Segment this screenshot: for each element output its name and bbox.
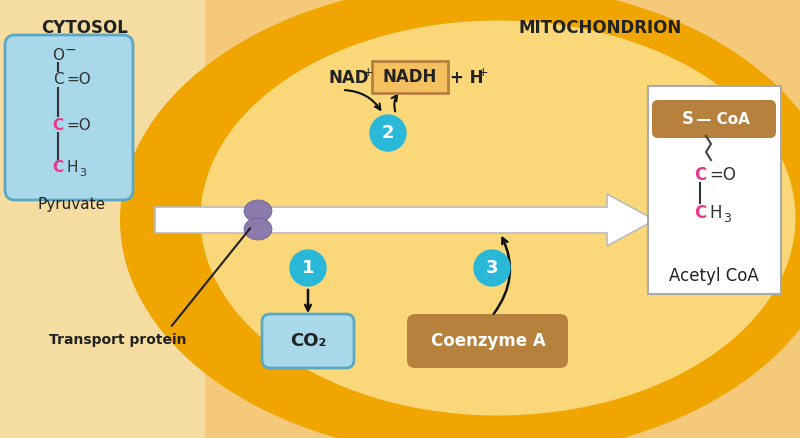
Text: Acetyl CoA: Acetyl CoA	[669, 267, 759, 285]
FancyBboxPatch shape	[407, 314, 568, 368]
Text: +: +	[478, 66, 489, 78]
Text: =O: =O	[709, 166, 736, 184]
Text: H: H	[709, 204, 722, 222]
Text: C: C	[694, 166, 706, 184]
FancyBboxPatch shape	[0, 0, 205, 438]
Circle shape	[370, 115, 406, 151]
Text: O: O	[52, 49, 64, 64]
FancyArrow shape	[155, 194, 655, 246]
Text: H: H	[66, 160, 78, 176]
Text: Pyruvate: Pyruvate	[38, 198, 106, 212]
Text: CYTOSOL: CYTOSOL	[42, 19, 129, 37]
Text: 3: 3	[723, 212, 731, 225]
Text: 3: 3	[79, 168, 86, 178]
Ellipse shape	[244, 200, 272, 222]
Text: Transport protein: Transport protein	[50, 333, 186, 347]
Text: + H: + H	[450, 69, 483, 87]
Text: +: +	[363, 66, 374, 78]
Ellipse shape	[201, 21, 795, 416]
Text: C: C	[53, 73, 63, 88]
FancyBboxPatch shape	[5, 35, 133, 200]
Text: =O: =O	[66, 73, 90, 88]
Text: CO₂: CO₂	[290, 332, 326, 350]
FancyBboxPatch shape	[262, 314, 354, 368]
Ellipse shape	[244, 218, 272, 240]
Text: 1: 1	[302, 259, 314, 277]
Text: S: S	[682, 110, 694, 128]
Text: −: −	[64, 43, 76, 57]
Text: C: C	[53, 160, 63, 176]
Circle shape	[474, 250, 510, 286]
Text: C: C	[694, 204, 706, 222]
FancyBboxPatch shape	[652, 100, 776, 138]
FancyBboxPatch shape	[648, 86, 781, 294]
Circle shape	[290, 250, 326, 286]
Text: NADH: NADH	[383, 68, 437, 86]
Text: MITOCHONDRION: MITOCHONDRION	[518, 19, 682, 37]
Ellipse shape	[120, 0, 800, 438]
Text: Coenzyme A: Coenzyme A	[430, 332, 546, 350]
FancyBboxPatch shape	[372, 61, 448, 93]
Text: NAD: NAD	[328, 69, 369, 87]
Text: 2: 2	[382, 124, 394, 142]
Text: =O: =O	[66, 117, 90, 133]
Text: C: C	[53, 117, 63, 133]
Text: 3: 3	[486, 259, 498, 277]
Text: — CoA: — CoA	[696, 112, 750, 127]
